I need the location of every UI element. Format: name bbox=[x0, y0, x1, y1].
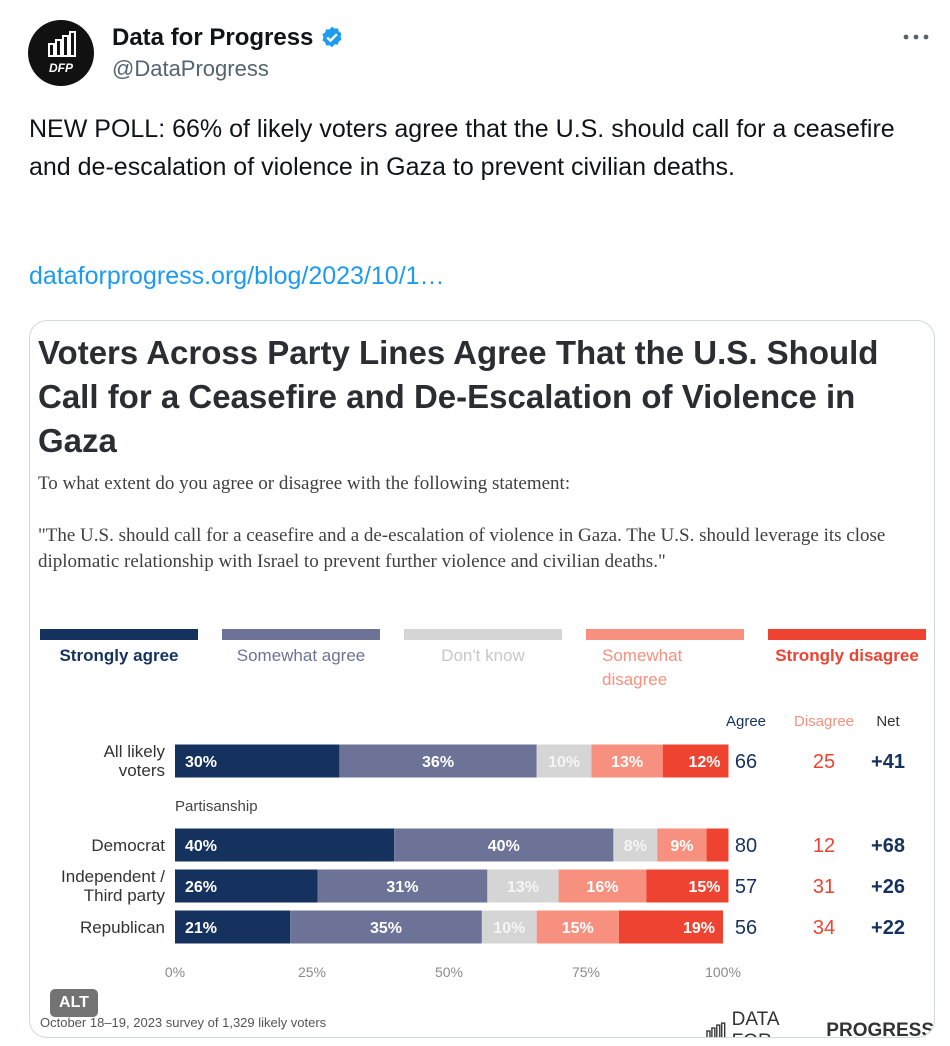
row-label: voters bbox=[119, 761, 165, 780]
bar-segment bbox=[487, 869, 559, 903]
bar-data-label: 40% bbox=[488, 838, 520, 855]
column-header: Net bbox=[876, 713, 900, 730]
bar-segment bbox=[591, 744, 663, 778]
bar-data-label: 13% bbox=[611, 754, 643, 771]
alt-text-button[interactable]: ALT bbox=[50, 989, 98, 1017]
author-display-name[interactable]: Data for Progress bbox=[112, 24, 314, 51]
x-tick-label: 0% bbox=[165, 964, 185, 980]
bar-data-label: 9% bbox=[670, 838, 693, 855]
verified-badge-icon[interactable] bbox=[319, 25, 345, 51]
section-label: Partisanship bbox=[175, 798, 258, 815]
bar-data-label: 10% bbox=[548, 754, 580, 771]
legend-swatch bbox=[222, 629, 380, 640]
legend-label: Strongly disagree bbox=[775, 646, 919, 665]
row-label: Third party bbox=[84, 886, 166, 905]
column-header: Agree bbox=[726, 713, 766, 730]
net-total: +68 bbox=[871, 835, 905, 857]
legend-label: Somewhat bbox=[602, 646, 683, 665]
bar-segment bbox=[175, 869, 318, 903]
bar-data-label: 26% bbox=[185, 879, 217, 896]
bar-data-label: 19% bbox=[683, 920, 715, 937]
tweet-image-card[interactable]: Voters Across Party Lines Agree That the… bbox=[29, 320, 935, 1038]
column-header: Disagree bbox=[794, 713, 854, 730]
brand-suffix: PROGRESS bbox=[826, 1020, 934, 1038]
bar-data-label: 30% bbox=[185, 754, 217, 771]
chart-statement: "The U.S. should call for a ceasefire an… bbox=[38, 525, 886, 572]
x-tick-label: 75% bbox=[572, 964, 600, 980]
bar-data-label: 21% bbox=[185, 920, 217, 937]
avatar-text: DFP bbox=[49, 61, 74, 75]
legend-label: disagree bbox=[602, 670, 667, 689]
author-handle[interactable]: @DataProgress bbox=[112, 56, 269, 81]
net-total: +41 bbox=[871, 751, 905, 773]
legend-label: Somewhat agree bbox=[237, 646, 366, 665]
bar-data-label: 8% bbox=[624, 838, 647, 855]
x-tick-label: 100% bbox=[705, 964, 741, 980]
agree-total: 80 bbox=[735, 835, 757, 857]
bar-data-label: 15% bbox=[688, 879, 720, 896]
bar-data-label: 31% bbox=[386, 879, 418, 896]
brand-prefix: DATA FOR bbox=[731, 1009, 779, 1037]
tweet-link[interactable]: dataforprogress.org/blog/2023/10/1… bbox=[29, 262, 445, 290]
legend-swatch bbox=[586, 629, 744, 640]
bar-data-label: 35% bbox=[370, 920, 402, 937]
more-options-icon[interactable] bbox=[898, 22, 934, 52]
bar-segment bbox=[706, 828, 729, 862]
bar-logo-icon bbox=[706, 1022, 726, 1037]
row-label: Republican bbox=[80, 918, 165, 937]
stacked-bar-chart: Strongly agree Somewhat agree Don't know So… bbox=[40, 629, 926, 980]
x-tick-label: 50% bbox=[435, 964, 463, 980]
bar-segment bbox=[175, 910, 291, 944]
survey-footnote: October 18–19, 2023 survey of 1,329 like… bbox=[40, 1015, 327, 1030]
tweet-text: NEW POLL: 66% of likely voters agree tha… bbox=[29, 115, 895, 181]
disagree-total: 25 bbox=[813, 751, 835, 773]
legend-label: Strongly agree bbox=[59, 646, 178, 665]
bar-segment bbox=[175, 744, 340, 778]
bar-segment bbox=[481, 910, 537, 944]
agree-total: 66 bbox=[735, 751, 757, 773]
agree-total: 57 bbox=[735, 876, 757, 898]
chart-title: Voters Across Party Lines Agree That the… bbox=[38, 334, 879, 459]
disagree-total: 12 bbox=[813, 835, 835, 857]
bar-segment bbox=[662, 744, 729, 778]
disagree-total: 31 bbox=[813, 876, 835, 898]
bar-segment bbox=[394, 828, 614, 862]
bar-data-label: 15% bbox=[562, 920, 594, 937]
net-total: +26 bbox=[871, 876, 905, 898]
x-tick-label: 25% bbox=[298, 964, 326, 980]
legend-label: Don't know bbox=[441, 646, 525, 665]
bar-data-label: 13% bbox=[507, 879, 539, 896]
bar-segment bbox=[290, 910, 482, 944]
bar-data-label: 36% bbox=[422, 754, 454, 771]
bar-segment bbox=[317, 869, 488, 903]
row-label: Democrat bbox=[91, 836, 165, 855]
avatar[interactable]: DFP bbox=[28, 20, 94, 86]
row-label: Independent / bbox=[61, 867, 165, 886]
bar-data-label: 40% bbox=[185, 838, 217, 855]
net-total: +22 bbox=[871, 917, 905, 939]
bar-data-label: 16% bbox=[586, 879, 618, 896]
bar-segment bbox=[536, 744, 592, 778]
bar-segment bbox=[618, 910, 723, 944]
legend-swatch bbox=[404, 629, 562, 640]
bar-segment bbox=[175, 828, 395, 862]
agree-total: 56 bbox=[735, 917, 757, 939]
bar-segment bbox=[613, 828, 658, 862]
chart-question: To what extent do you agree or disagree … bbox=[38, 473, 571, 494]
legend-swatch bbox=[40, 629, 198, 640]
bar-segment bbox=[646, 869, 729, 903]
disagree-total: 34 bbox=[813, 917, 835, 939]
author-name-row: Data for Progress bbox=[112, 24, 345, 52]
bar-data-label: 12% bbox=[688, 754, 720, 771]
bar-segment bbox=[558, 869, 647, 903]
row-label: All likely bbox=[104, 742, 166, 761]
legend-swatch bbox=[768, 629, 926, 640]
dfp-logo-icon: DFP bbox=[48, 31, 76, 75]
bar-segment bbox=[339, 744, 537, 778]
brand-logo: DATA FOR PROGRESS bbox=[706, 1009, 934, 1038]
bar-segment bbox=[657, 828, 707, 862]
bar-segment bbox=[536, 910, 619, 944]
bar-data-label: 10% bbox=[493, 920, 525, 937]
